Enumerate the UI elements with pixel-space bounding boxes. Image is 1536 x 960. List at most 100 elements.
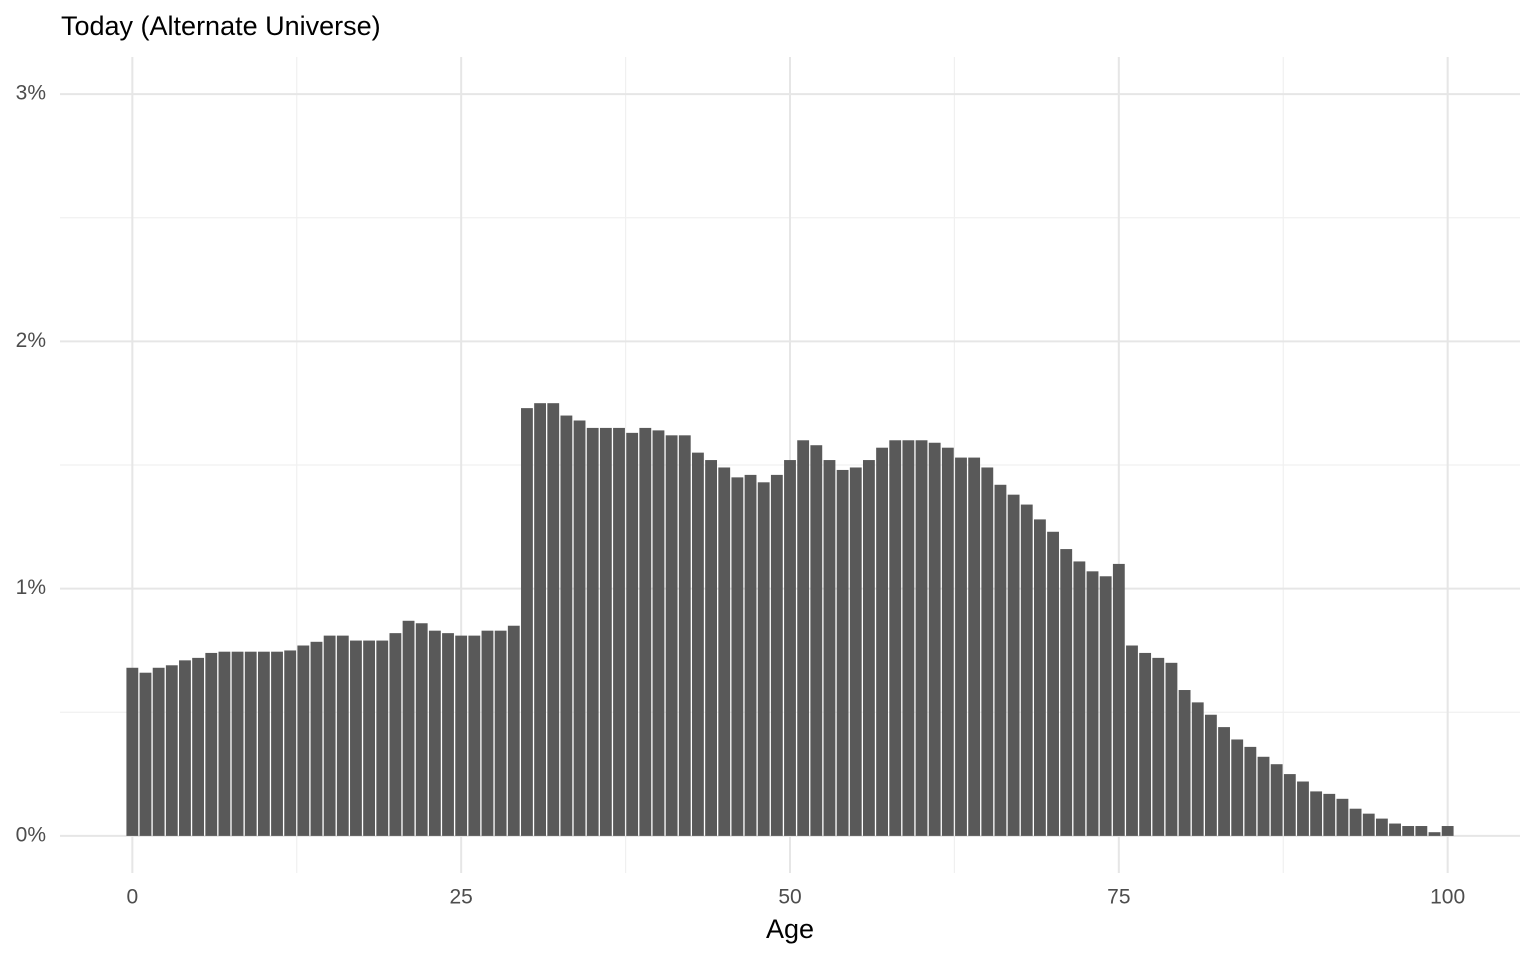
bar	[1389, 823, 1401, 836]
bar	[323, 635, 336, 836]
x-tick-label: 50	[778, 886, 801, 909]
bar	[665, 435, 678, 836]
bar	[468, 635, 481, 836]
chart-title: Today (Alternate Universe)	[61, 11, 381, 41]
bar	[415, 623, 428, 836]
bar	[336, 635, 349, 836]
bar	[1362, 813, 1375, 836]
bar	[744, 474, 757, 836]
bar	[968, 457, 981, 836]
bar	[731, 477, 744, 836]
bar	[692, 452, 704, 836]
bar	[849, 467, 862, 836]
bar	[1178, 690, 1191, 836]
x-axis-label: Age	[766, 914, 814, 944]
bar	[678, 435, 691, 836]
bar	[915, 440, 928, 836]
bar	[1165, 662, 1178, 836]
bar	[244, 651, 257, 836]
y-tick-label: 3%	[16, 82, 46, 105]
bar	[507, 625, 520, 836]
bar	[981, 467, 994, 836]
bar	[547, 403, 560, 836]
bar	[350, 640, 362, 836]
bar	[376, 640, 389, 836]
bar	[218, 651, 231, 836]
bar	[889, 440, 902, 836]
bar	[705, 460, 717, 836]
bar	[599, 427, 612, 836]
bar	[389, 633, 402, 836]
bar	[1218, 727, 1230, 836]
bar	[784, 460, 796, 836]
bar	[257, 651, 270, 836]
y-tick-label: 1%	[16, 576, 46, 599]
bar	[902, 440, 915, 836]
bar	[192, 657, 205, 836]
bar	[1033, 519, 1046, 836]
bar	[1231, 739, 1244, 836]
bar	[1086, 571, 1099, 836]
bar	[139, 672, 152, 836]
bar	[1112, 563, 1125, 836]
y-tick-label: 2%	[16, 329, 46, 352]
bar	[1099, 576, 1112, 836]
bar	[810, 445, 823, 836]
bar	[639, 427, 652, 836]
bar	[994, 484, 1007, 836]
bar	[1244, 746, 1257, 836]
bar	[205, 652, 218, 836]
bar	[928, 442, 941, 836]
bar	[442, 633, 454, 836]
bar	[770, 474, 783, 836]
bar	[1349, 808, 1362, 836]
bar	[823, 460, 836, 836]
bar	[152, 667, 165, 836]
bar	[1415, 826, 1428, 836]
bar	[1375, 818, 1388, 836]
x-tick-label: 25	[449, 886, 472, 909]
bar	[863, 460, 875, 836]
bar	[271, 651, 283, 836]
bar	[126, 667, 139, 836]
bar	[534, 403, 547, 836]
bar	[363, 640, 376, 836]
bar	[1441, 826, 1454, 836]
bar	[613, 427, 625, 836]
bar	[521, 408, 533, 836]
x-tick-label: 0	[126, 886, 138, 909]
bar	[586, 427, 599, 836]
bar	[165, 665, 178, 836]
bar	[1297, 781, 1309, 836]
bar	[1060, 549, 1073, 836]
bar	[1310, 791, 1323, 836]
bar	[1283, 774, 1296, 836]
bar	[284, 650, 297, 836]
x-tick-label: 75	[1107, 886, 1130, 909]
bar	[455, 635, 468, 836]
bar	[231, 651, 244, 836]
bar	[626, 432, 639, 836]
bar	[179, 660, 191, 836]
bar	[1126, 645, 1138, 836]
bar	[955, 457, 967, 836]
bar	[1257, 756, 1270, 836]
bar	[718, 467, 731, 836]
bar	[1336, 798, 1349, 836]
bar	[402, 620, 415, 836]
bar	[652, 430, 665, 836]
bar	[1020, 504, 1033, 836]
bar	[1073, 561, 1086, 836]
bar	[1191, 702, 1204, 836]
bar	[1204, 714, 1217, 836]
bar	[836, 469, 849, 836]
y-tick-label: 0%	[16, 823, 46, 846]
bar	[876, 447, 888, 836]
bar	[1139, 652, 1152, 836]
bar	[1007, 494, 1020, 836]
bar	[1402, 826, 1415, 836]
bar	[494, 630, 507, 836]
bar	[1152, 657, 1165, 836]
x-tick-label: 100	[1430, 886, 1465, 909]
